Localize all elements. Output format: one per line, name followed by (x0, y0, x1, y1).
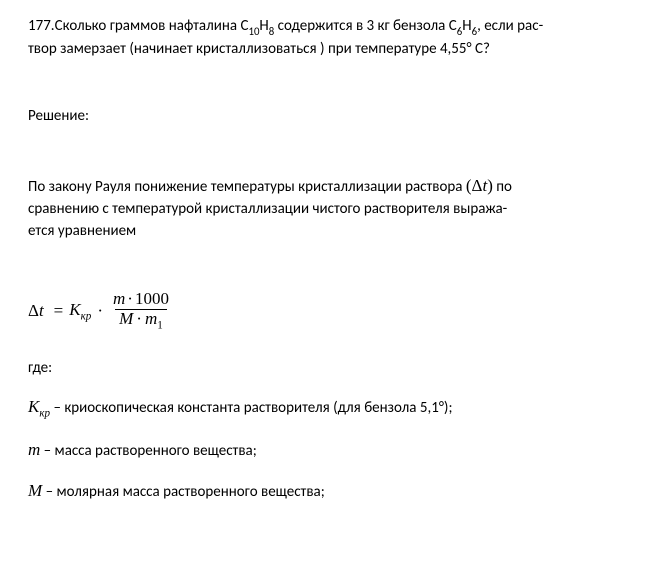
eq-dot: · (93, 299, 107, 324)
eq-K: Kкр (67, 298, 93, 324)
problem-text-pre: Сколько граммов нафталина C (55, 17, 249, 35)
sub-h6: 6 (472, 25, 477, 38)
eq-fraction: m·1000 M·m1 (109, 290, 173, 331)
eq-equals: = (50, 299, 68, 324)
delta-t-inline: (Δt) (466, 176, 493, 195)
eq-numerator: m·1000 (109, 290, 173, 309)
eq-lhs: Δt (28, 299, 50, 324)
law-line1-post: по (493, 178, 512, 196)
term-m-dash: – (40, 442, 54, 460)
eq-num-dot: · (125, 289, 135, 308)
term-K-sub: кр (39, 408, 50, 420)
term-M-desc: молярная масса растворенного вещества; (56, 483, 324, 501)
term-m-desc: масса растворенного вещества; (55, 442, 257, 460)
eq-den-dot: · (133, 309, 145, 328)
term-K: Kкр – криоскопическая константа раствори… (28, 395, 636, 421)
where-label: где: (28, 358, 636, 380)
solution-label: Решение: (28, 106, 636, 128)
term-K-sym: Kкр (28, 397, 50, 416)
problem-text-mid2: содержится в 3 кг бензола C (274, 17, 456, 35)
law-paragraph: По закону Рауля понижение температуры кр… (28, 174, 636, 242)
sub-h8: 8 (269, 25, 274, 38)
term-m: m – масса растворенного вещества; (28, 438, 636, 463)
eq-denominator: M·m1 (115, 309, 167, 332)
law-line1-pre: По закону Рауля понижение температуры кр… (28, 178, 466, 196)
term-M-dash: – (42, 483, 56, 501)
problem-text-mid1: H (259, 17, 268, 35)
problem-statement: 177.Сколько граммов нафталина C10H8 соде… (28, 16, 636, 60)
term-m-sym: m (28, 440, 40, 459)
spacer (28, 156, 636, 174)
eq-num-1000: 1000 (135, 289, 169, 308)
eq-den-m1-sub: 1 (157, 319, 163, 331)
term-M-sym: M (28, 481, 42, 500)
problem-text-mid4: , если рас- (477, 17, 543, 35)
eq-den-m1: m (145, 309, 157, 328)
law-line3: ется уравнением (28, 222, 136, 240)
eq-den-M: M (119, 309, 133, 328)
term-K-desc: криоскопическая константа растворителя (… (64, 399, 452, 417)
problem-line2: твор замерзает (начинает кристаллизовать… (28, 40, 490, 58)
spacer (28, 88, 636, 106)
term-K-letter: K (28, 397, 39, 416)
sub-c6: 6 (457, 25, 462, 38)
eq-num-m: m (113, 289, 125, 308)
sub-c10: 10 (248, 25, 259, 38)
problem-text-mid3: H (462, 17, 471, 35)
equation: Δt = Kкр · m·1000 M·m1 (28, 290, 636, 331)
law-line2: сравнению с температурой кристаллизации … (28, 200, 507, 218)
spacer (28, 262, 636, 280)
eq-K-sub: кр (81, 310, 92, 322)
problem-number: 177. (28, 17, 55, 35)
eq-K-sym: K (69, 300, 80, 319)
term-K-dash: – (50, 399, 64, 417)
term-M: M – молярная масса растворенного веществ… (28, 479, 636, 504)
